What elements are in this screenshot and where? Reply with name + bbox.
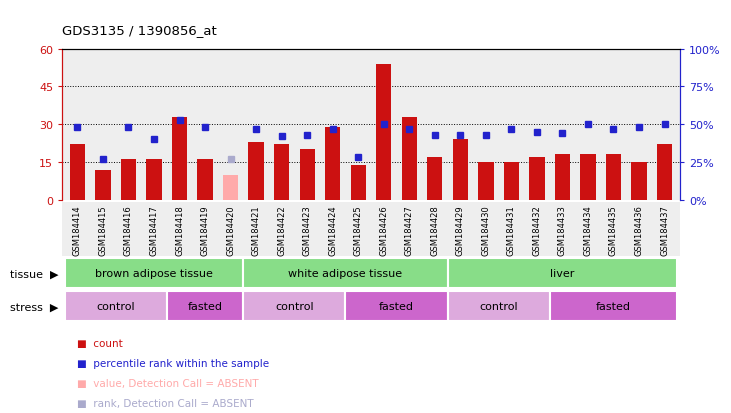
Text: GSM184418: GSM184418 [175, 205, 184, 256]
Bar [555, 155, 570, 200]
Text: GSM184421: GSM184421 [251, 205, 261, 256]
Bar [447, 259, 678, 288]
Text: stress  ▶: stress ▶ [10, 301, 58, 312]
Bar [300, 150, 315, 200]
Bar [249, 142, 264, 200]
Bar [274, 145, 289, 200]
Bar [529, 158, 545, 200]
Text: GSM184429: GSM184429 [456, 205, 465, 256]
Text: GSM184430: GSM184430 [481, 205, 491, 256]
Text: GSM184416: GSM184416 [124, 205, 133, 256]
Bar [346, 292, 447, 321]
Text: ■  value, Detection Call = ABSENT: ■ value, Detection Call = ABSENT [77, 378, 258, 388]
Text: GSM184414: GSM184414 [73, 205, 82, 256]
Text: GSM184428: GSM184428 [431, 205, 439, 256]
Bar [64, 259, 243, 288]
Bar [243, 259, 447, 288]
Bar [447, 292, 550, 321]
Bar [351, 165, 366, 200]
Text: fasted: fasted [379, 301, 414, 312]
Text: GSM184420: GSM184420 [226, 205, 235, 256]
Bar [172, 117, 187, 200]
Text: GSM184425: GSM184425 [354, 205, 363, 256]
Bar [69, 145, 85, 200]
Bar [146, 160, 162, 200]
Text: GSM184415: GSM184415 [99, 205, 107, 256]
Bar [452, 140, 468, 200]
Bar [478, 163, 493, 200]
Bar [504, 163, 519, 200]
Text: white adipose tissue: white adipose tissue [289, 268, 403, 279]
Bar [376, 65, 391, 200]
Text: GSM184424: GSM184424 [328, 205, 337, 256]
Text: brown adipose tissue: brown adipose tissue [95, 268, 213, 279]
Text: tissue  ▶: tissue ▶ [10, 268, 58, 279]
Bar [223, 175, 238, 200]
Text: GSM184434: GSM184434 [583, 205, 592, 256]
Text: control: control [275, 301, 314, 312]
Bar [550, 292, 678, 321]
Text: control: control [96, 301, 135, 312]
Bar [197, 160, 213, 200]
Text: GSM184431: GSM184431 [507, 205, 516, 256]
Bar [95, 170, 110, 200]
Text: fasted: fasted [596, 301, 631, 312]
Text: fasted: fasted [188, 301, 222, 312]
Bar [243, 292, 346, 321]
Text: GSM184432: GSM184432 [532, 205, 542, 256]
Text: GSM184436: GSM184436 [635, 205, 643, 256]
Bar [401, 117, 417, 200]
Text: liver: liver [550, 268, 575, 279]
Text: ■  rank, Detection Call = ABSENT: ■ rank, Detection Call = ABSENT [77, 398, 254, 408]
Bar [580, 155, 596, 200]
Bar [121, 160, 136, 200]
Text: GSM184419: GSM184419 [200, 205, 210, 256]
Text: control: control [480, 301, 518, 312]
Text: GSM184422: GSM184422 [277, 205, 286, 256]
Bar [657, 145, 673, 200]
Bar [606, 155, 621, 200]
Text: GSM184437: GSM184437 [660, 205, 669, 256]
Text: ■  percentile rank within the sample: ■ percentile rank within the sample [77, 358, 269, 368]
Text: GSM184423: GSM184423 [303, 205, 311, 256]
Text: GDS3135 / 1390856_at: GDS3135 / 1390856_at [62, 24, 217, 37]
Text: GSM184426: GSM184426 [379, 205, 388, 256]
Bar [167, 292, 243, 321]
Bar [64, 292, 167, 321]
Bar [427, 158, 442, 200]
Text: GSM184433: GSM184433 [558, 205, 567, 256]
Bar [325, 128, 341, 200]
Text: ■  count: ■ count [77, 339, 123, 349]
Bar [632, 163, 647, 200]
Text: GSM184417: GSM184417 [150, 205, 159, 256]
Text: GSM184435: GSM184435 [609, 205, 618, 256]
Text: GSM184427: GSM184427 [405, 205, 414, 256]
